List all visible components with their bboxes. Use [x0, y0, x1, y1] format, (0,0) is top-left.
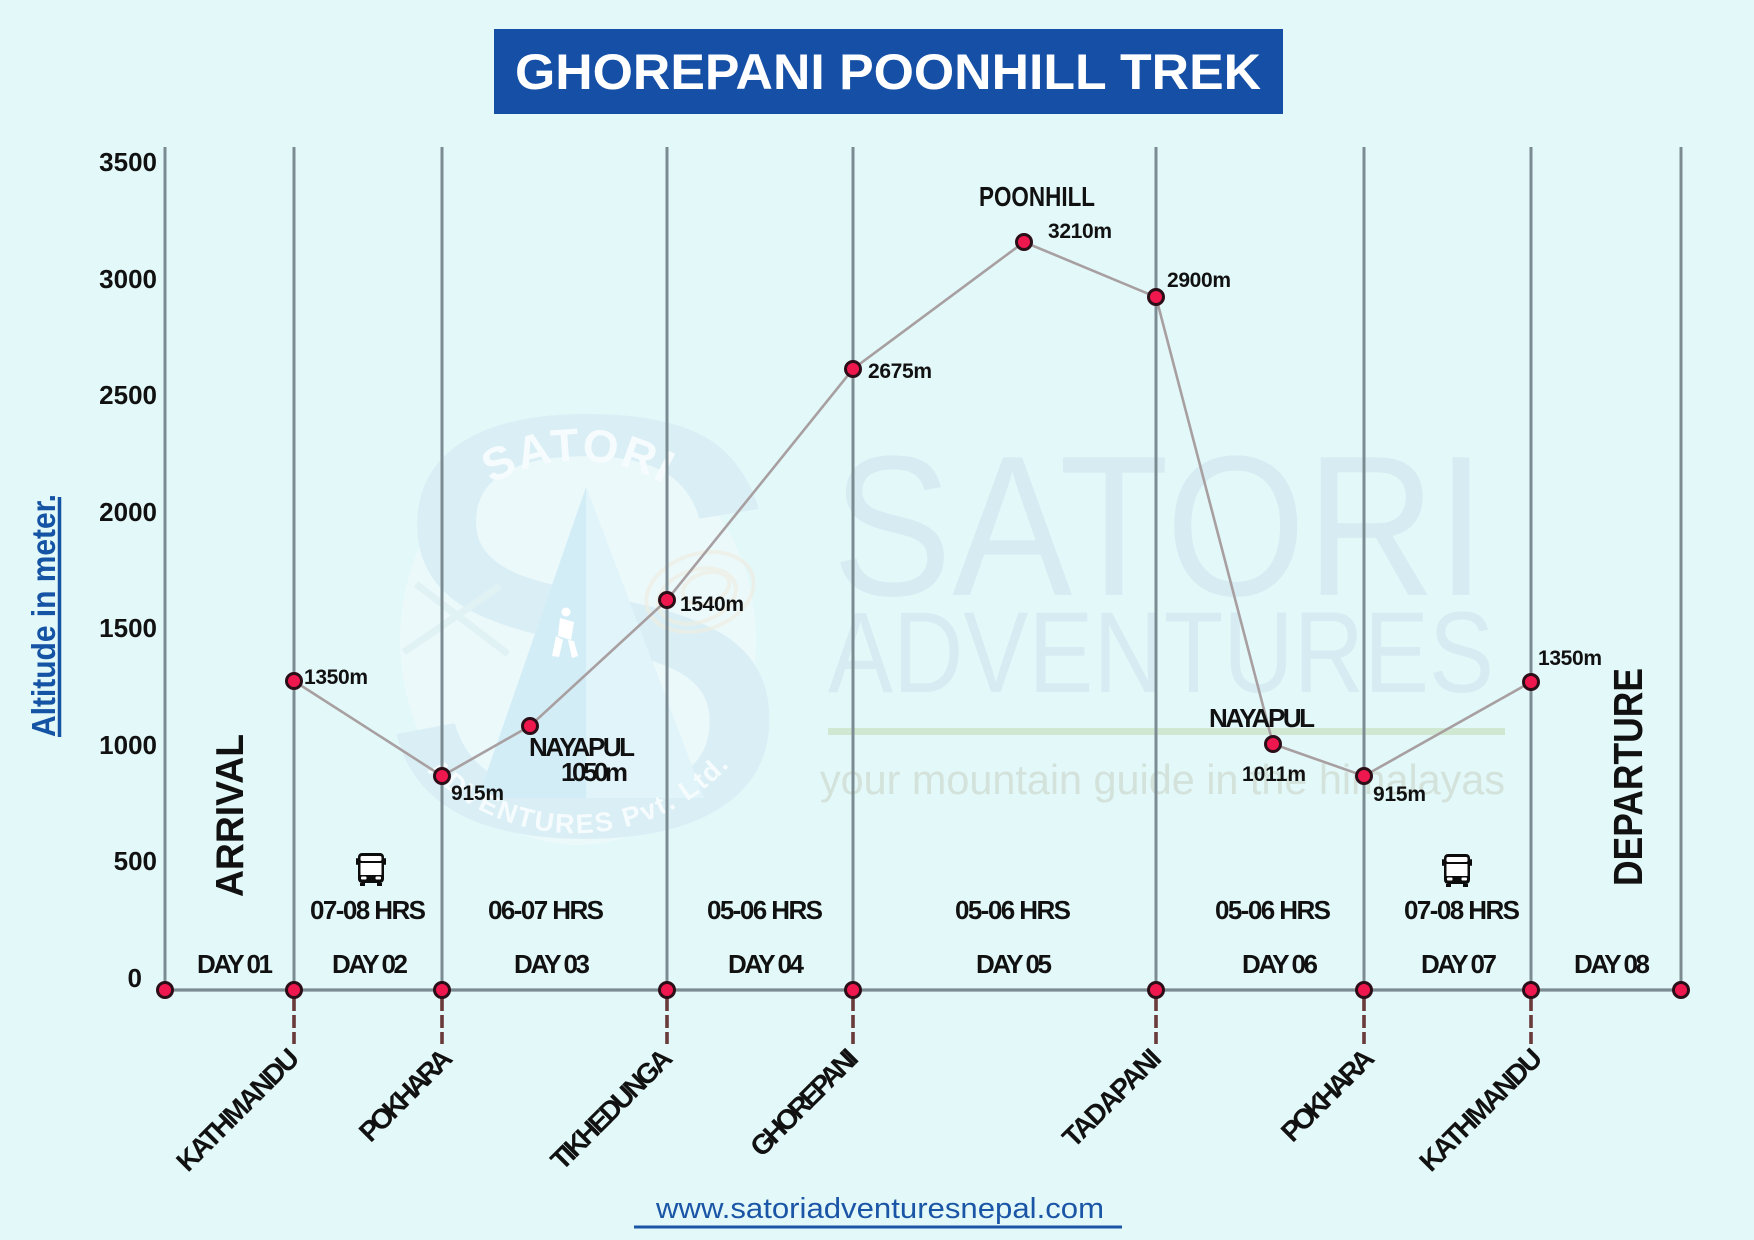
svg-text:1350m: 1350m: [1538, 647, 1602, 670]
svg-text:ADVENTURES: ADVENTURES: [828, 589, 1494, 717]
svg-text:2500: 2500: [99, 380, 157, 410]
svg-text:1540m: 1540m: [680, 593, 744, 616]
svg-text:NAYAPUL: NAYAPUL: [1209, 703, 1315, 733]
svg-text:05-06 HRS: 05-06 HRS: [1215, 895, 1331, 925]
svg-text:1350m: 1350m: [304, 666, 368, 689]
svg-text:1050m: 1050m: [561, 757, 628, 787]
svg-text:NAYAPUL: NAYAPUL: [529, 732, 635, 762]
svg-text:0: 0: [128, 963, 142, 993]
svg-text:2675m: 2675m: [868, 360, 932, 383]
svg-text:SATORI: SATORI: [832, 415, 1486, 638]
svg-text:DAY 05: DAY 05: [976, 949, 1052, 979]
svg-text:2900m: 2900m: [1167, 269, 1231, 292]
svg-text:POONHILL: POONHILL: [979, 181, 1095, 212]
svg-text:915m: 915m: [451, 782, 504, 805]
svg-text:500: 500: [114, 846, 157, 876]
svg-text:DEPARTURE: DEPARTURE: [1605, 668, 1651, 886]
svg-text:3500: 3500: [99, 147, 157, 177]
svg-text:915m: 915m: [1373, 783, 1426, 806]
svg-text:3210m: 3210m: [1048, 220, 1112, 243]
svg-text:DAY 06: DAY 06: [1242, 949, 1318, 979]
svg-text:your mountain guide in the him: your mountain guide in the himalayas: [820, 756, 1505, 803]
svg-text:2000: 2000: [99, 497, 157, 527]
svg-text:07-08 HRS: 07-08 HRS: [310, 895, 426, 925]
svg-text:DAY 02: DAY 02: [332, 949, 408, 979]
svg-text:Altitude in meter.: Altitude in meter.: [25, 494, 62, 737]
svg-text:1500: 1500: [99, 613, 157, 643]
svg-text:DAY 04: DAY 04: [728, 949, 805, 979]
svg-text:DAY 07: DAY 07: [1421, 949, 1497, 979]
svg-text:05-06 HRS: 05-06 HRS: [955, 895, 1071, 925]
svg-text:GHOREPANI POONHILL TREK: GHOREPANI POONHILL TREK: [515, 44, 1261, 100]
svg-text:1011m: 1011m: [1242, 763, 1306, 786]
svg-text:07-08 HRS: 07-08 HRS: [1404, 895, 1520, 925]
svg-text:www.satoriadventuresnepal.com: www.satoriadventuresnepal.com: [655, 1193, 1104, 1225]
svg-text:DAY 01: DAY 01: [197, 949, 273, 979]
svg-text:DAY 03: DAY 03: [514, 949, 590, 979]
svg-text:05-06 HRS: 05-06 HRS: [707, 895, 823, 925]
svg-text:06-07 HRS: 06-07 HRS: [488, 895, 604, 925]
svg-text:ARRIVAL: ARRIVAL: [209, 734, 252, 897]
svg-text:3000: 3000: [99, 264, 157, 294]
svg-text:1000: 1000: [99, 730, 157, 760]
svg-text:DAY 08: DAY 08: [1574, 949, 1650, 979]
